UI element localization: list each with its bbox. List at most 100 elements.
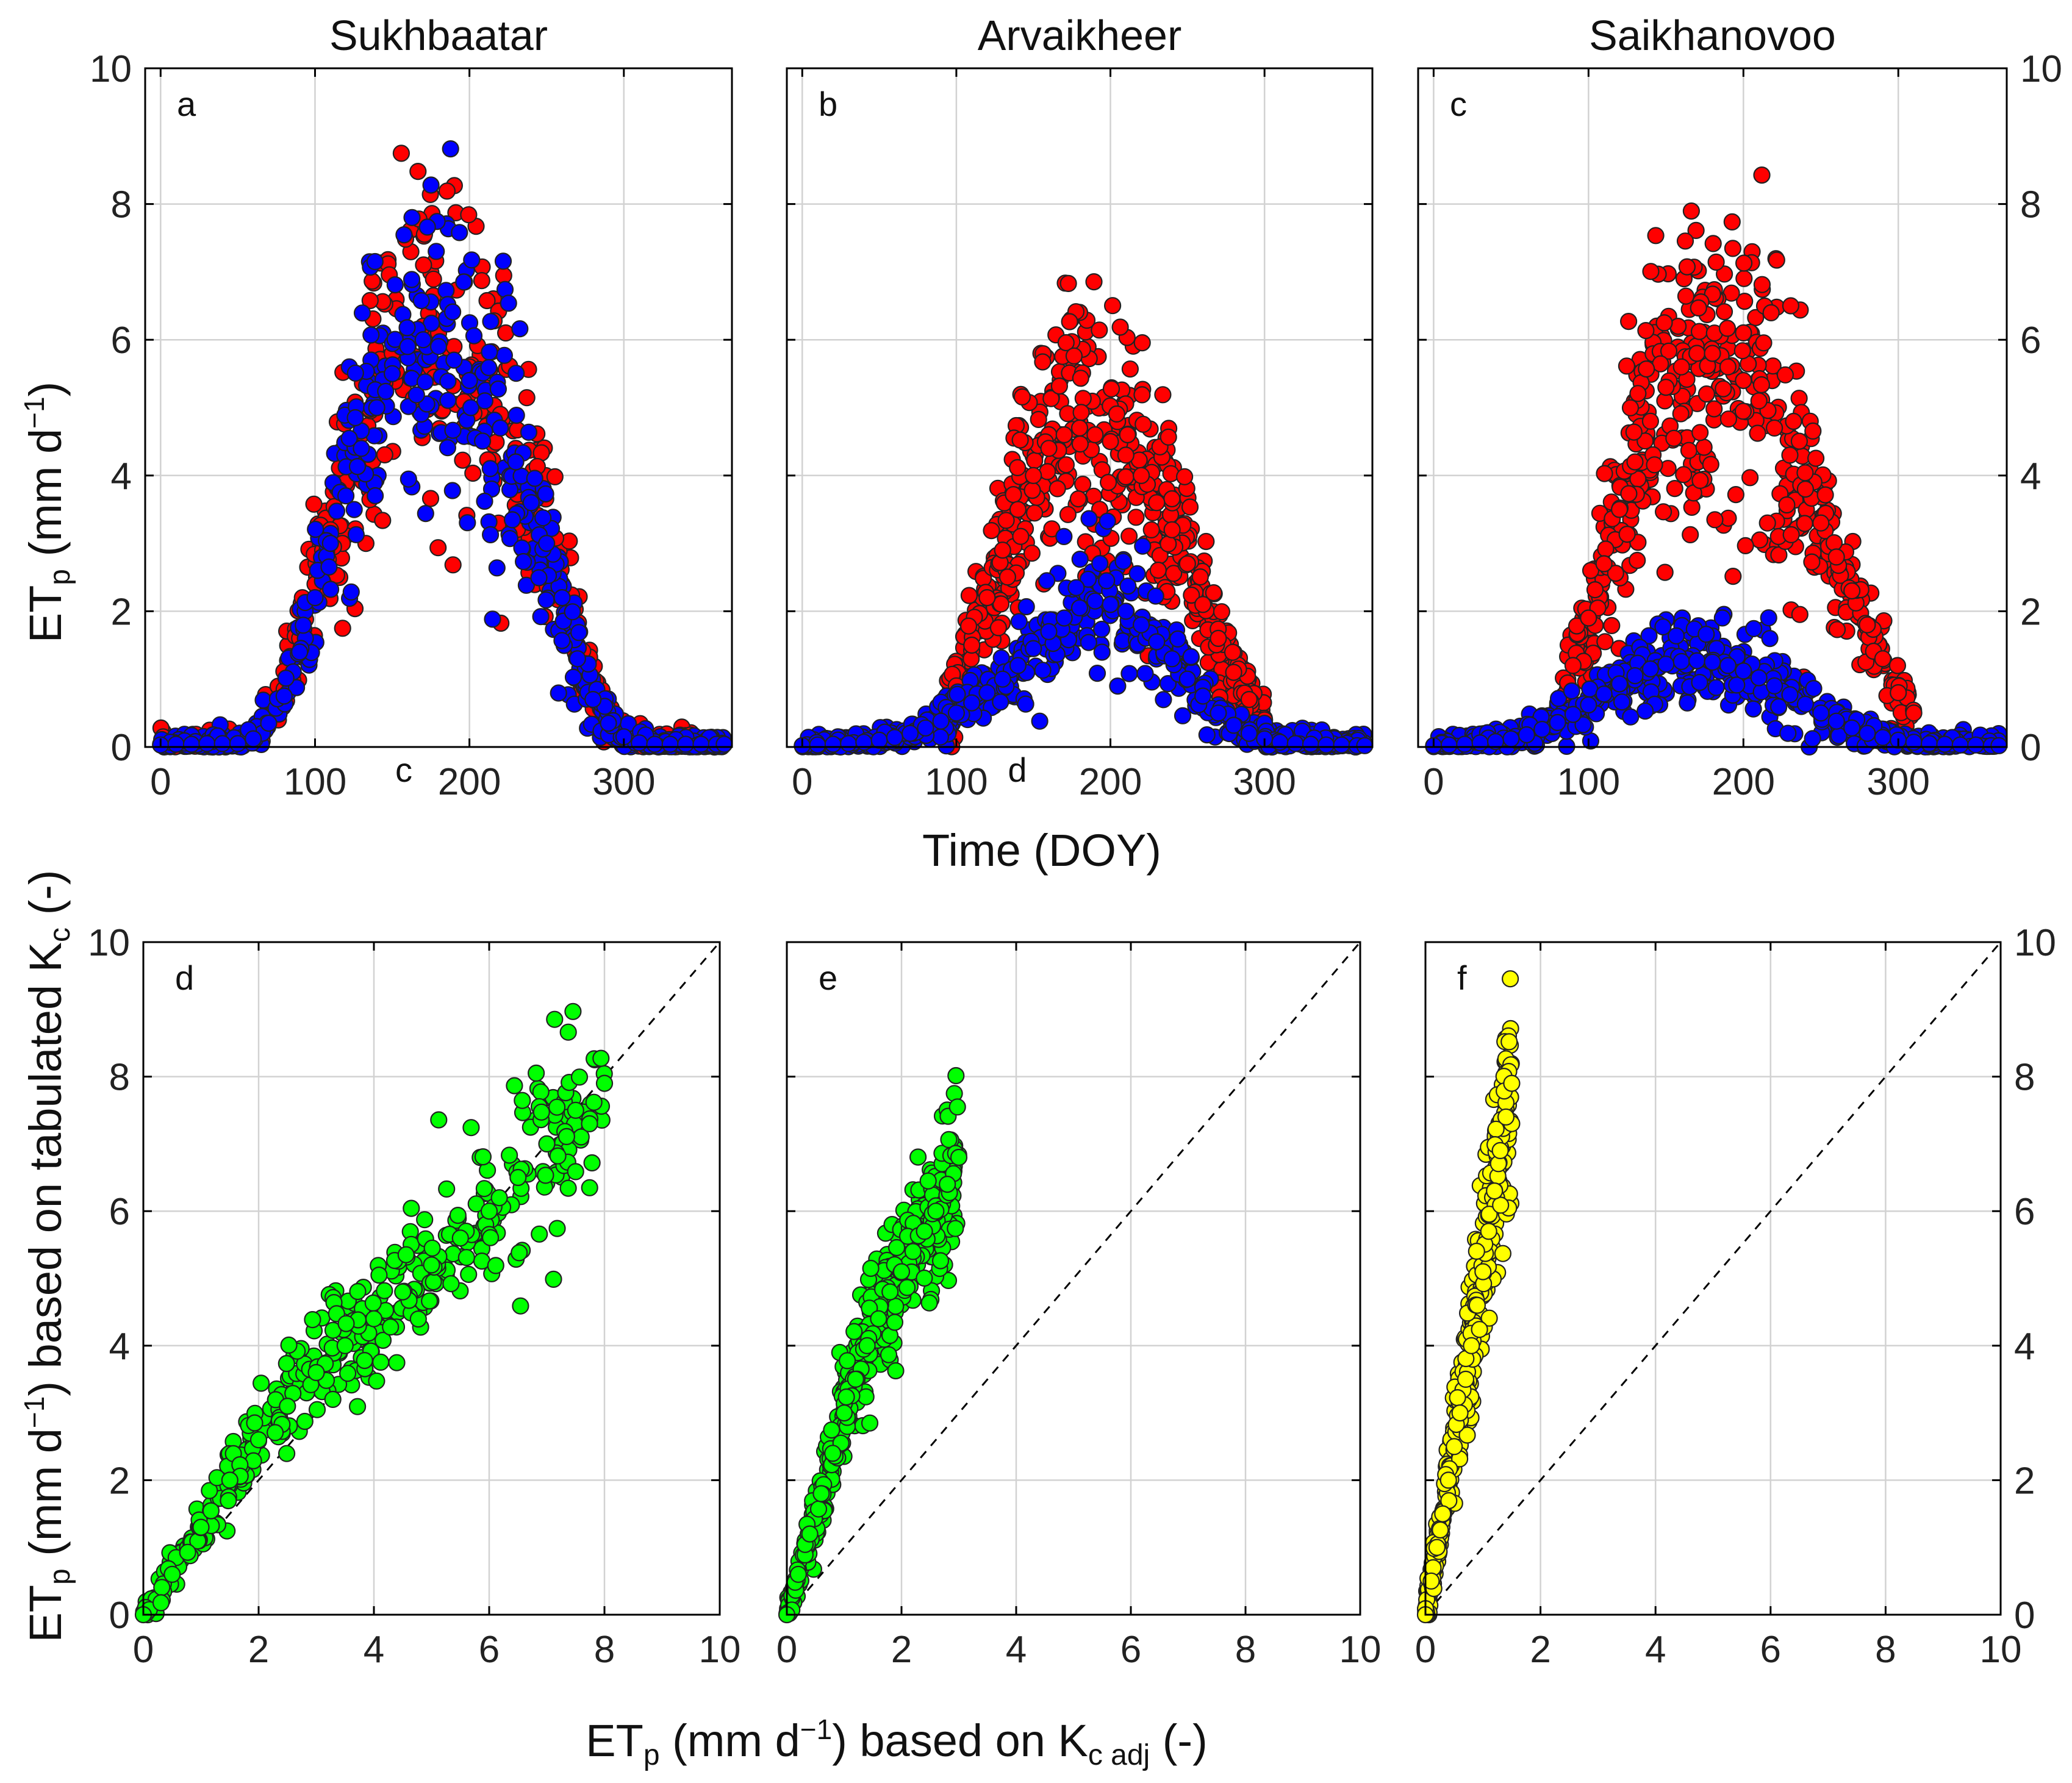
data-point (364, 1294, 382, 1312)
data-point (514, 552, 532, 571)
axes-frame (144, 67, 733, 748)
data-point (1025, 504, 1044, 522)
data-point (1194, 596, 1212, 613)
x-tick-label: 300 (1867, 761, 1930, 803)
data-point (847, 1370, 864, 1388)
data-point (1102, 596, 1119, 613)
data-point (1492, 1196, 1510, 1214)
data-point (412, 292, 430, 310)
data-point (583, 1154, 601, 1172)
data-point (1682, 202, 1700, 220)
data-point (1317, 736, 1335, 754)
data-point (275, 687, 293, 705)
bottom-ylabel: ETp (mm d−1) based on tabulated Kc (-) (18, 870, 76, 1642)
y-tick-label: 4 (2014, 1326, 2035, 1368)
data-point (839, 735, 858, 752)
data-point (1025, 640, 1042, 657)
data-point (296, 1412, 314, 1431)
data-point (1163, 521, 1181, 538)
data-point (1111, 318, 1129, 336)
data-point (473, 432, 492, 450)
stray-letter-middle: d (1008, 751, 1027, 789)
data-point (481, 460, 499, 477)
data-point (1549, 713, 1566, 732)
data-point (1114, 552, 1132, 570)
x-tick-label: 4 (1006, 1629, 1027, 1671)
data-point (1148, 494, 1166, 512)
data-point (394, 1283, 412, 1301)
x-tick-label: 4 (364, 1629, 384, 1671)
data-point (1580, 609, 1597, 627)
data-point (478, 291, 496, 310)
data-point (845, 1323, 863, 1340)
data-point (152, 1594, 170, 1612)
data-point (1092, 620, 1111, 638)
data-point (1457, 1370, 1475, 1388)
data-point (1785, 412, 1802, 431)
data-point (538, 534, 556, 552)
data-point (978, 684, 996, 702)
data-point (1735, 270, 1753, 287)
data-point (1031, 712, 1049, 730)
data-point (1735, 324, 1752, 342)
y-tick-label: 8 (2014, 1057, 2035, 1099)
bottom-xlabel-sup: −1 (800, 1713, 832, 1745)
data-point (1121, 360, 1139, 378)
data-point (1672, 358, 1690, 376)
top-ylabel-main: ET (20, 585, 71, 643)
data-point (451, 1229, 469, 1247)
data-point (1859, 616, 1876, 634)
y-tick-label: 2 (111, 591, 132, 633)
data-point (838, 1352, 856, 1370)
data-point (267, 1424, 284, 1442)
data-point (1672, 405, 1690, 423)
data-point (1449, 1389, 1466, 1407)
data-point (361, 291, 379, 309)
data-point (1135, 415, 1152, 433)
data-point (364, 273, 381, 290)
data-point (1154, 386, 1172, 404)
data-point (1812, 704, 1830, 722)
data-point (823, 1421, 841, 1439)
y-tick-label: 8 (111, 184, 132, 226)
data-point (1069, 490, 1087, 508)
data-point (1088, 664, 1106, 682)
data-point (1434, 1505, 1452, 1523)
data-point (1103, 297, 1122, 315)
data-point (1136, 665, 1154, 682)
data-point (409, 1310, 427, 1328)
data-point (931, 1252, 950, 1270)
data-point (1704, 345, 1721, 362)
data-point (1683, 498, 1701, 516)
data-point (1611, 675, 1629, 693)
data-point (564, 603, 581, 621)
data-point (1805, 679, 1823, 698)
data-point (1439, 1471, 1457, 1489)
data-point (983, 521, 1000, 540)
data-point (527, 1064, 545, 1082)
data-point (1017, 695, 1034, 713)
data-point (388, 1354, 406, 1371)
data-point (348, 457, 367, 476)
data-point (1760, 609, 1777, 627)
data-point (1641, 660, 1659, 678)
data-point (476, 492, 493, 510)
data-point (1603, 616, 1621, 635)
data-point (481, 1229, 500, 1246)
x-tick-label: 10 (1339, 1629, 1382, 1671)
data-point (1718, 320, 1737, 337)
data-point (548, 1098, 566, 1116)
data-point (1564, 706, 1582, 723)
x-tick-label: 100 (1557, 761, 1620, 803)
data-point (1967, 736, 1985, 754)
data-point (392, 145, 410, 162)
data-point (553, 588, 571, 607)
data-point (1502, 730, 1520, 748)
data-point (503, 511, 522, 529)
data-point (345, 501, 363, 518)
data-point (1781, 446, 1799, 464)
data-point (482, 313, 500, 331)
data-point (1702, 456, 1719, 473)
y-tick-label: 8 (2020, 184, 2041, 226)
data-point (1502, 970, 1519, 988)
